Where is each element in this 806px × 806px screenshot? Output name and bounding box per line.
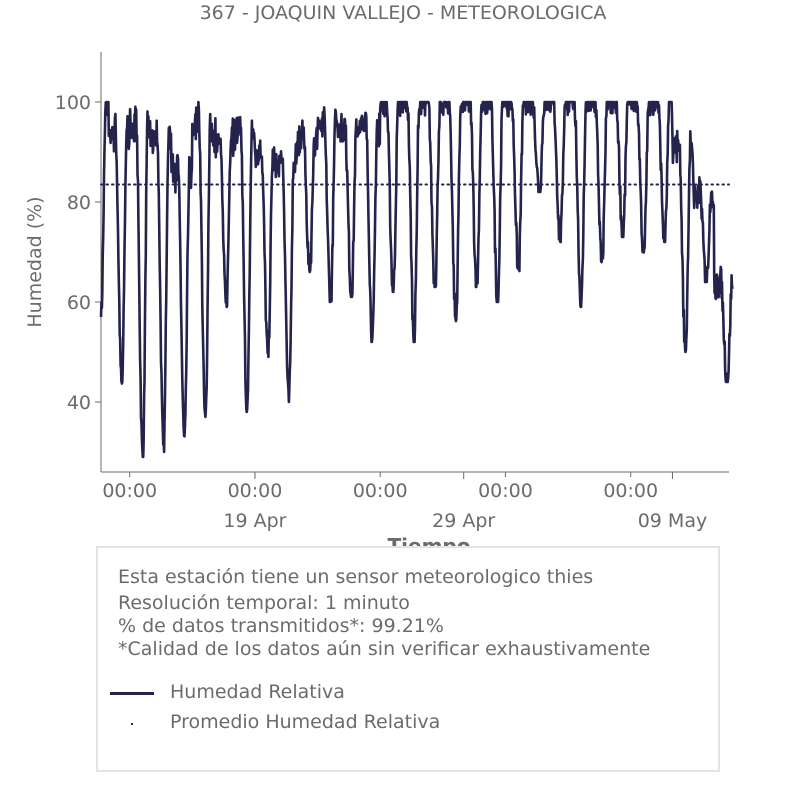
- x-major-tick-label: 19 Apr: [223, 510, 286, 532]
- x-minor-tick-label: 00:00: [353, 480, 408, 502]
- x-minor-tick-label: 00:00: [478, 480, 533, 502]
- x-major-tick-label: 09 May: [638, 510, 708, 532]
- legend-solid-line-swatch: [110, 692, 154, 695]
- y-tick-label: 60: [67, 292, 91, 314]
- legend-label-humedad-relativa: Humedad Relativa: [170, 681, 345, 703]
- x-major-tick-label: 29 Apr: [432, 510, 495, 532]
- humidity-chart: 40 60 80 100 00:00 00:00 00:00 00:00 00:00 19 Apr…: [24, 52, 734, 546]
- legend-label-promedio: Promedio Humedad Relativa: [170, 711, 441, 733]
- labels-layer: 40 60 80 100 00:00 00:00 00:00 00:00 00:00 19 Apr…: [24, 92, 707, 546]
- quality-note-text: *Calidad de los datos aún sin verificar …: [118, 638, 651, 660]
- y-axis-label: Humedad (%): [24, 196, 46, 327]
- y-tick-label: 80: [67, 192, 91, 214]
- y-tick-label: 40: [67, 392, 91, 414]
- transmitted-data-text: % de datos transmitidos*: 99.21%: [118, 615, 444, 637]
- sensor-info-text: Esta estación tiene un sensor meteorolog…: [118, 566, 594, 588]
- x-axis-label: Tiempo: [388, 534, 471, 546]
- resolution-text: Resolución temporal: 1 minuto: [118, 592, 410, 614]
- info-legend-box: Esta estación tiene un sensor meteorolog…: [96, 546, 720, 772]
- y-tick-label: 100: [55, 92, 91, 114]
- series-layer: [99, 100, 734, 459]
- legend-dotted-swatch: [131, 723, 133, 725]
- x-minor-tick-label: 00:00: [603, 480, 658, 502]
- x-minor-tick-label: 00:00: [102, 480, 157, 502]
- humidity-series-line: [99, 100, 734, 459]
- axes: [95, 52, 729, 479]
- chart-title: 367 - JOAQUIN VALLEJO - METEOROLOGICA: [199, 2, 607, 24]
- x-minor-tick-label: 00:00: [228, 480, 283, 502]
